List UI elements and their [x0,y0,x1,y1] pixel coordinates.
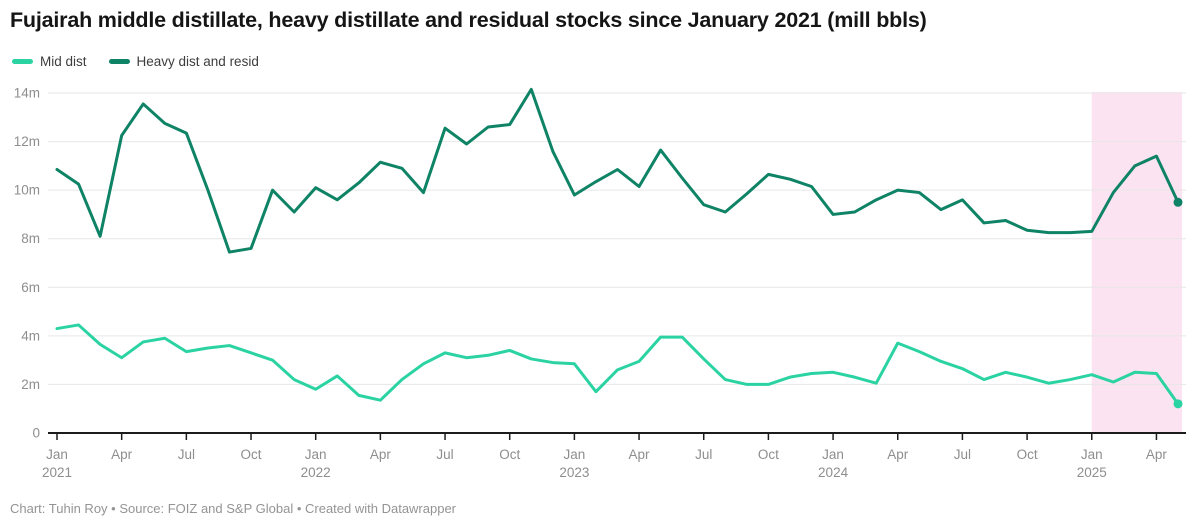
x-tick-label: Oct [758,447,779,462]
x-tick-year-label: 2025 [1077,465,1107,480]
x-tick-label: Apr [1146,447,1168,462]
legend-item-mid-dist: Mid dist [12,54,87,69]
x-tick-label: Oct [499,447,520,462]
y-tick-label: 4m [21,328,40,343]
series-end-dot-mid-dist [1173,399,1183,409]
x-tick-label: Jan [305,447,327,462]
x-tick-label: Jan [1081,447,1103,462]
gridlines [48,92,1186,385]
y-tick-label: 6m [21,280,40,295]
x-tick-label: Jan [46,447,68,462]
legend-item-heavy-dist: Heavy dist and resid [108,54,259,69]
y-tick-label: 10m [14,183,40,198]
x-tick-label: Jul [178,447,195,462]
x-tick-label: Oct [1017,447,1038,462]
series-heavy-dist-and-resid [55,87,1183,254]
y-tick-label: 12m [14,134,40,149]
x-tick-label: Jan [563,447,585,462]
y-tick-label: 14m [14,86,40,101]
x-tick-label: Apr [370,447,392,462]
y-tick-label: 2m [21,377,40,392]
x-tick-year-label: 2023 [559,465,589,480]
x-tick-year-label: 2022 [301,465,331,480]
legend-swatch-mid-dist [12,59,33,64]
x-tick-label: Jul [436,447,453,462]
series-line-heavy-dist-and-resid [55,87,1180,254]
x-tick-label: Jul [695,447,712,462]
page-title: Fujairah middle distillate, heavy distil… [10,8,927,32]
x-tick-label: Oct [241,447,262,462]
x-tick-year-label: 2024 [818,465,849,480]
x-tick-label: Apr [629,447,651,462]
chart-attribution: Chart: Tuhin Roy • Source: FOIZ and S&P … [10,501,457,516]
x-tick-label: Apr [111,447,133,462]
series-end-dot-heavy-dist-and-resid [1173,197,1183,207]
highlight-region [1091,92,1182,433]
x-tick-label: Jan [822,447,844,462]
y-axis-labels: 0 2m 4m 6m 8m 10m 12m 14m [14,86,40,441]
x-tick-label: Apr [887,447,909,462]
x-tick-year-label: 2021 [42,465,72,480]
x-axis: Jan 2021 Apr Jul Oct Jan 2022 Apr Jul Oct Jan 2023 A… [42,432,1186,480]
y-tick-label: 8m [21,231,40,246]
series-mid-dist [55,323,1183,409]
legend-label-heavy-dist: Heavy dist and resid [136,54,259,69]
legend: Mid dist Heavy dist and resid [12,54,259,69]
legend-label-mid-dist: Mid dist [40,54,87,69]
series-line-mid-dist [55,323,1180,406]
x-tick-label: Jul [954,447,971,462]
legend-swatch-heavy-dist [108,59,130,64]
y-tick-label: 0 [32,426,40,441]
